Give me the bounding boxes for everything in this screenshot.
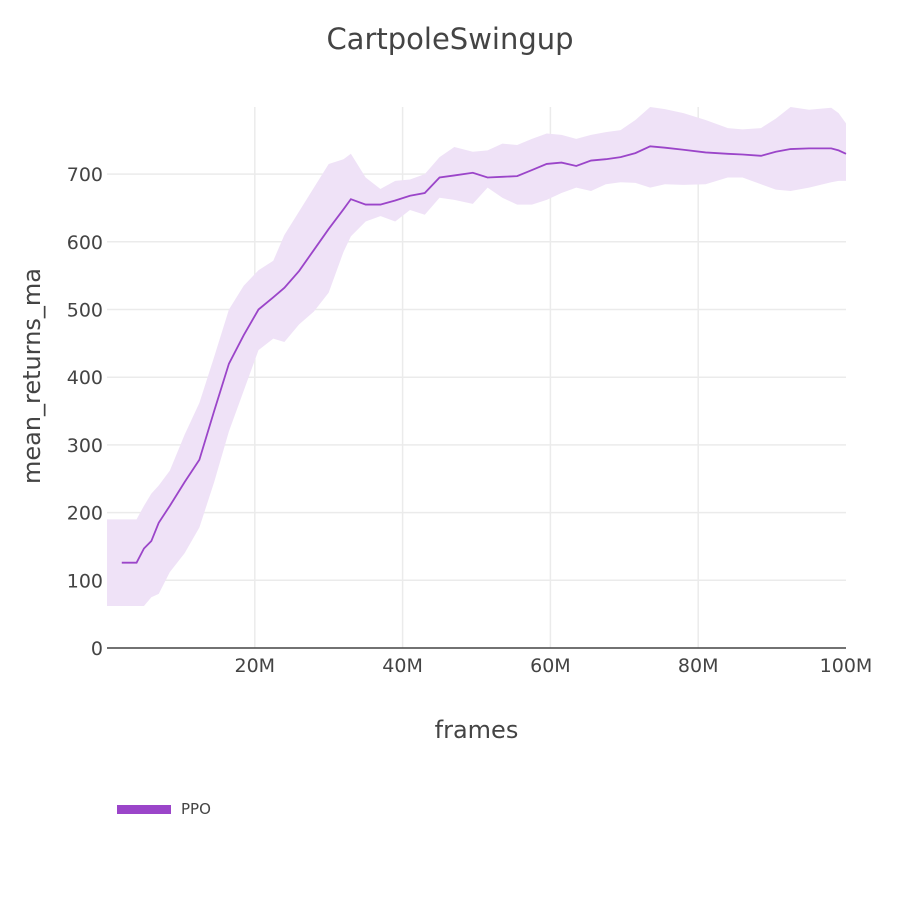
legend-label: PPO (181, 800, 211, 818)
axis-ticks: 0 100 200 300 400 500 600 700 20M 40M 60M 80M 100M (67, 164, 873, 677)
x-tick-label: 40M (382, 655, 423, 677)
x-axis-label: frames (434, 716, 519, 744)
y-axis-label: mean_returns_ma (18, 267, 46, 485)
x-tick-label: 20M (235, 655, 276, 677)
y-tick-label: 500 (67, 300, 103, 322)
ppo-line[interactable] (121, 145, 847, 564)
y-tick-label: 400 (67, 367, 103, 389)
legend-item-ppo[interactable]: PPO (117, 800, 211, 818)
legend: PPO (117, 800, 211, 818)
y-tick-label: 700 (67, 164, 103, 186)
x-tick-label: 100M (820, 655, 873, 677)
y-tick-label: 0 (91, 638, 103, 660)
y-tick-label: 200 (67, 503, 103, 525)
ppo-confidence-band (107, 107, 846, 607)
y-tick-label: 600 (67, 232, 103, 254)
y-tick-label: 100 (67, 570, 103, 592)
y-tick-label: 300 (67, 435, 103, 457)
x-tick-label: 60M (530, 655, 571, 677)
x-tick-label: 80M (678, 655, 719, 677)
chart-title: CartpoleSwingup (326, 22, 574, 56)
legend-swatch-icon (117, 804, 171, 814)
